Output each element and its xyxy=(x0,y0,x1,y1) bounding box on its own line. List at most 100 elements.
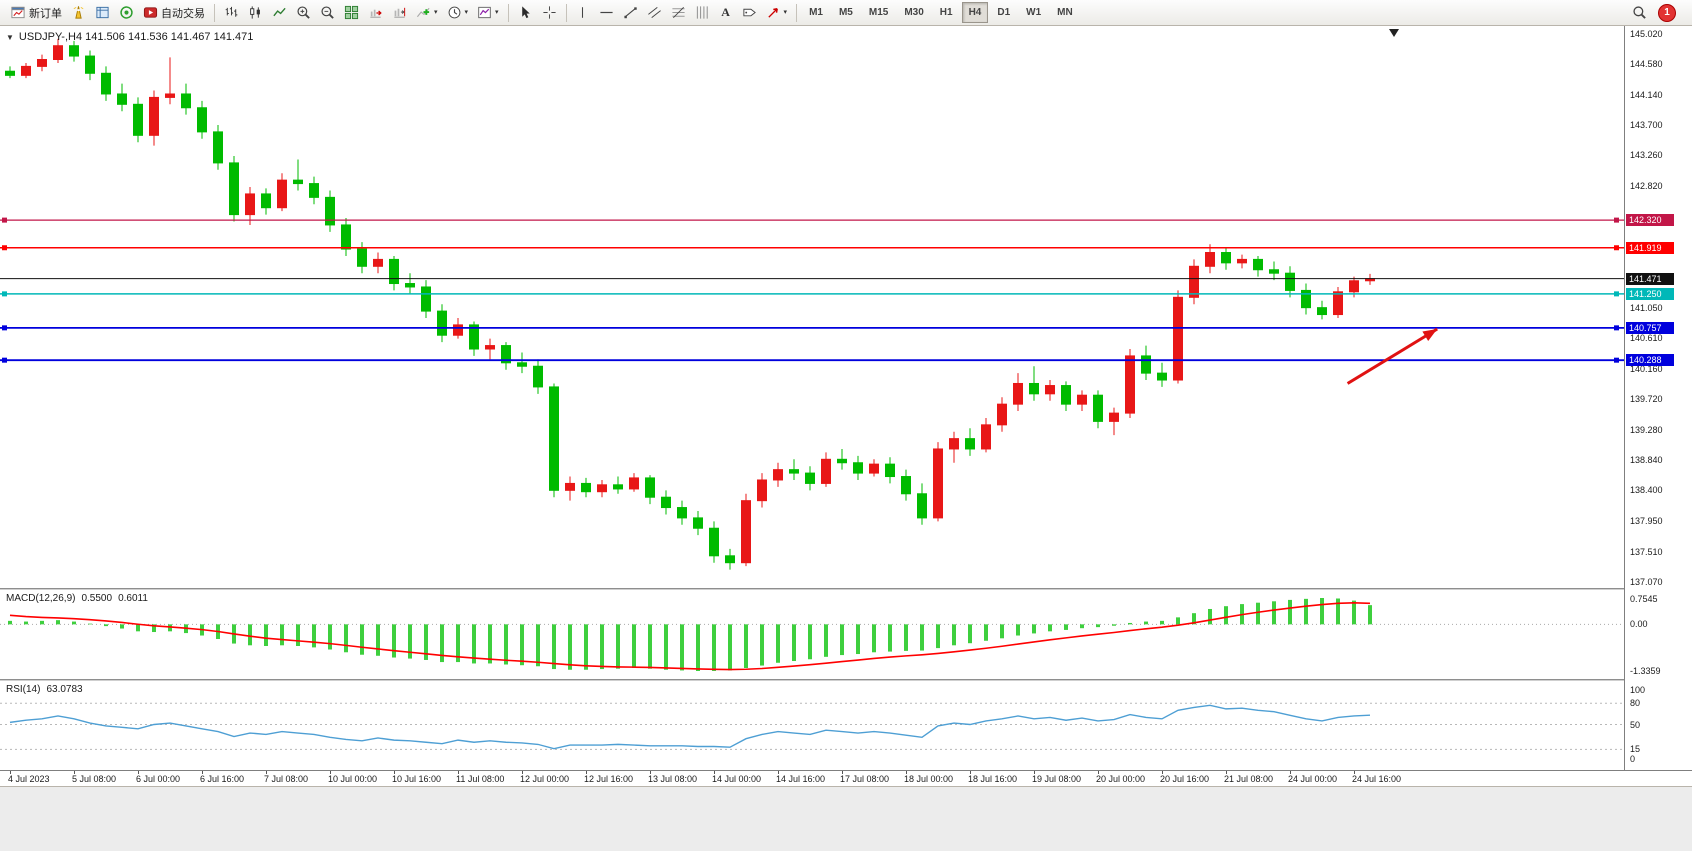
fibonacci-tool-button[interactable] xyxy=(667,2,690,23)
timeframe-button-m30[interactable]: M30 xyxy=(897,2,930,23)
horizontal-level-line-140.757[interactable] xyxy=(0,325,1624,331)
rsi-chart-canvas[interactable] xyxy=(0,681,1624,768)
price-tick: 140.160 xyxy=(1630,364,1663,374)
timeframe-button-m15[interactable]: M15 xyxy=(862,2,895,23)
candle xyxy=(965,428,975,456)
candle xyxy=(1333,286,1343,318)
horizontal-level-line-141.250[interactable] xyxy=(0,291,1624,297)
timeframe-button-d1[interactable]: D1 xyxy=(990,2,1017,23)
time-label: 24 Jul 16:00 xyxy=(1352,774,1402,784)
bar-chart-icon xyxy=(224,5,239,20)
toolbar-separator xyxy=(565,3,567,22)
market-watch-button[interactable] xyxy=(67,2,90,23)
text-tool-icon: A xyxy=(721,5,730,19)
macd-indicator-pane[interactable]: MACD(12,26,9) 0.5500 0.6011 xyxy=(0,590,1624,679)
zoom-in-button[interactable] xyxy=(292,2,315,23)
vertical-line-tool-button[interactable] xyxy=(572,2,594,23)
trendline-tool-button[interactable] xyxy=(619,2,642,23)
candle xyxy=(1189,259,1199,305)
price-tick: 143.700 xyxy=(1630,119,1663,130)
navigator-button[interactable] xyxy=(115,2,138,23)
horizontal-level-line-140.288[interactable] xyxy=(0,357,1624,363)
candle xyxy=(53,38,63,63)
candle xyxy=(437,304,447,343)
candlestick-chart-canvas[interactable] xyxy=(0,26,1624,588)
candle xyxy=(389,255,399,291)
bar-chart-type-button[interactable] xyxy=(220,2,243,23)
chevron-down-icon: ▾ xyxy=(464,9,469,16)
indicators-button[interactable]: ▾ xyxy=(412,2,442,23)
time-tick xyxy=(1354,771,1355,774)
line-chart-type-button[interactable] xyxy=(268,2,291,23)
periods-button[interactable]: ▾ xyxy=(443,2,473,23)
tile-windows-button[interactable] xyxy=(340,2,363,23)
horizontal-level-line-141.919[interactable] xyxy=(0,245,1624,251)
candle xyxy=(85,50,95,81)
candle xyxy=(165,57,175,105)
auto-trading-button[interactable]: 自动交易 xyxy=(139,2,209,23)
time-tick xyxy=(138,771,139,774)
channel-tool-button[interactable] xyxy=(643,2,666,23)
search-button[interactable] xyxy=(1628,2,1651,23)
candlestick-chart-type-button[interactable] xyxy=(244,2,267,23)
new-order-button[interactable]: 新订单 xyxy=(6,2,66,23)
arrow-annotation[interactable] xyxy=(1346,327,1438,385)
one-click-trading-toggle[interactable]: ▼ xyxy=(6,32,14,42)
macd-chart-canvas[interactable] xyxy=(0,590,1624,679)
pane-separator[interactable] xyxy=(0,679,1692,681)
main-chart-pane[interactable] xyxy=(0,26,1624,588)
candle xyxy=(869,459,879,477)
horizontal-line-icon xyxy=(599,5,614,20)
timeframe-button-h4[interactable]: H4 xyxy=(961,2,989,23)
candle xyxy=(197,100,207,139)
time-label: 17 Jul 08:00 xyxy=(840,774,890,784)
candle xyxy=(357,242,367,274)
rsi-indicator-pane[interactable]: RSI(14) 63.0783 xyxy=(0,681,1624,768)
timeframe-button-m1[interactable]: M1 xyxy=(802,2,830,23)
chart-shift-marker[interactable] xyxy=(1389,29,1399,37)
cycle-lines-tool-button[interactable] xyxy=(691,2,714,23)
timeframe-button-m5[interactable]: M5 xyxy=(832,2,860,23)
notification-badge[interactable]: 1 xyxy=(1658,3,1676,22)
candle xyxy=(309,176,319,205)
candle xyxy=(1237,254,1247,269)
auto-scroll-icon xyxy=(368,5,383,20)
candle xyxy=(789,459,799,480)
chart-shift-button[interactable] xyxy=(388,2,411,23)
time-tick xyxy=(1226,771,1227,774)
pane-separator[interactable] xyxy=(0,588,1692,590)
new-order-label: 新订单 xyxy=(29,7,62,20)
data-window-button[interactable] xyxy=(91,2,114,23)
candle xyxy=(501,342,511,370)
time-axis[interactable]: 4 Jul 2023 5 Jul 08:00 6 Jul 00:00 6 Jul 16… xyxy=(0,770,1692,786)
chart-window: ▼ USDJPY-,H4 141.506 141.536 141.467 141… xyxy=(0,26,1692,851)
price-tick: 137.510 xyxy=(1630,546,1663,557)
toolbar-right-group: 1 xyxy=(1628,2,1686,23)
horizontal-line-tool-button[interactable] xyxy=(595,2,618,23)
macd-main-value: 0.5500 xyxy=(81,593,113,604)
line-chart-icon xyxy=(272,5,287,20)
search-icon xyxy=(1632,5,1647,20)
price-tick: 139.280 xyxy=(1630,424,1663,435)
price-axis[interactable]: 145.020 144.580 144.140 143.700 143.260 142.8… xyxy=(1624,26,1692,770)
candle xyxy=(565,476,575,501)
candle xyxy=(101,66,111,101)
crosshair-tool-button[interactable] xyxy=(538,2,561,23)
arrow-icon xyxy=(766,5,781,20)
text-tool-button[interactable]: A xyxy=(715,2,737,23)
horizontal-level-line-142.320[interactable] xyxy=(0,217,1624,223)
auto-scroll-button[interactable] xyxy=(364,2,387,23)
arrow-tool-button[interactable]: ▾ xyxy=(762,2,792,23)
time-label: 12 Jul 00:00 xyxy=(520,774,570,784)
templates-button[interactable]: ▾ xyxy=(473,2,503,23)
candle xyxy=(645,475,655,505)
label-tool-button[interactable] xyxy=(738,2,761,23)
timeframe-button-mn[interactable]: MN xyxy=(1050,2,1080,23)
timeframe-button-w1[interactable]: W1 xyxy=(1019,2,1048,23)
candle xyxy=(1253,255,1263,277)
chart-shift-icon xyxy=(392,5,407,20)
zoom-out-button[interactable] xyxy=(316,2,339,23)
time-label: 20 Jul 16:00 xyxy=(1160,774,1210,784)
cursor-tool-button[interactable] xyxy=(514,2,537,23)
timeframe-button-h1[interactable]: H1 xyxy=(933,2,960,23)
